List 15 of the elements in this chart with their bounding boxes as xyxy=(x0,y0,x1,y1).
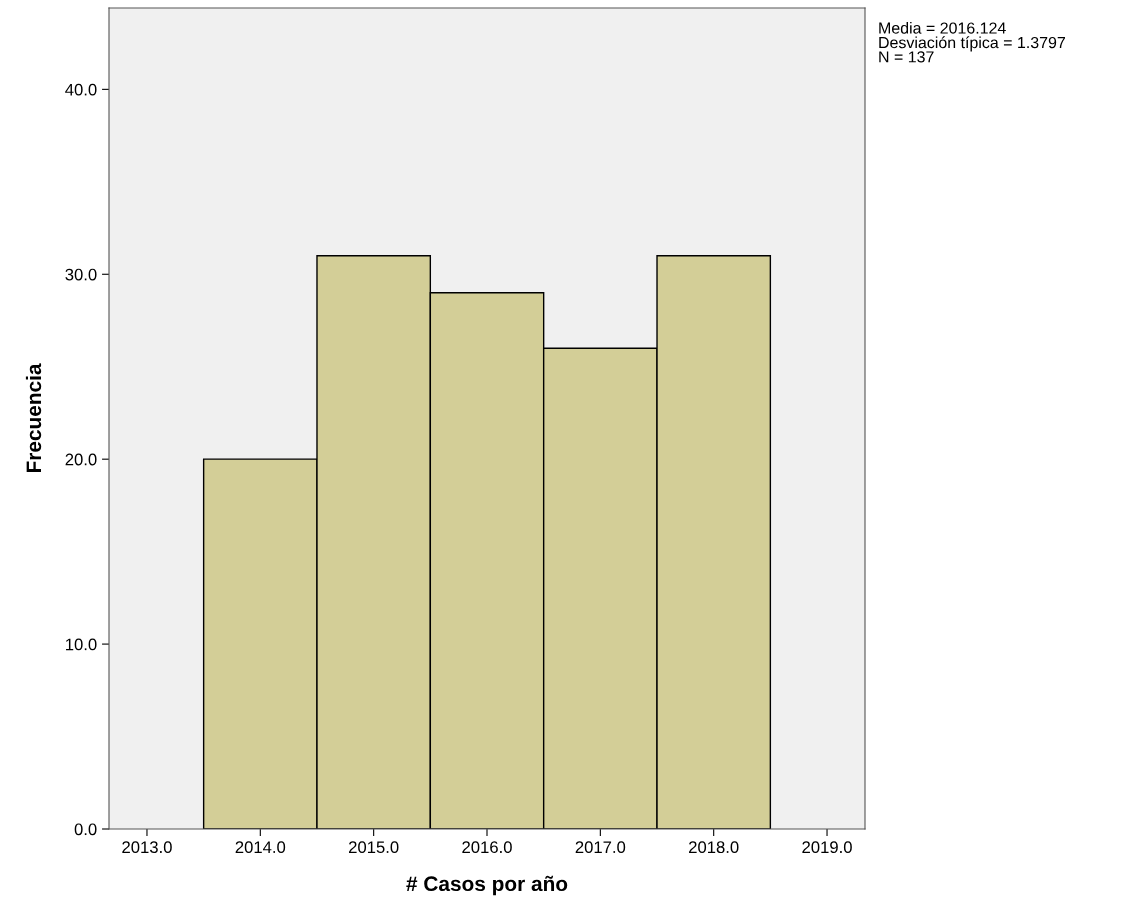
y-tick-label: 20.0 xyxy=(65,453,97,466)
x-tick-label: 2019.0 xyxy=(802,841,852,854)
y-tick-label: 0.0 xyxy=(74,823,97,836)
x-tick-label: 2016.0 xyxy=(462,841,512,854)
x-tick-label: 2018.0 xyxy=(689,841,739,854)
x-tick-label: 2015.0 xyxy=(349,841,399,854)
x-tick-label: 2013.0 xyxy=(122,841,172,854)
y-tick-label: 10.0 xyxy=(66,638,97,651)
y-tick-label: 30.0 xyxy=(65,268,97,281)
y-tick-label: 40.0 xyxy=(65,83,97,96)
x-tick-label: 2017.0 xyxy=(575,841,626,854)
y-axis-title: Frecuencia xyxy=(25,363,42,473)
x-tick-label: 2014.0 xyxy=(235,841,286,854)
text: Media = 2016.124 Desviación típica = 1.3797 N = 137 xyxy=(879,22,1065,63)
x-axis-title: # Casos por año xyxy=(406,875,568,896)
